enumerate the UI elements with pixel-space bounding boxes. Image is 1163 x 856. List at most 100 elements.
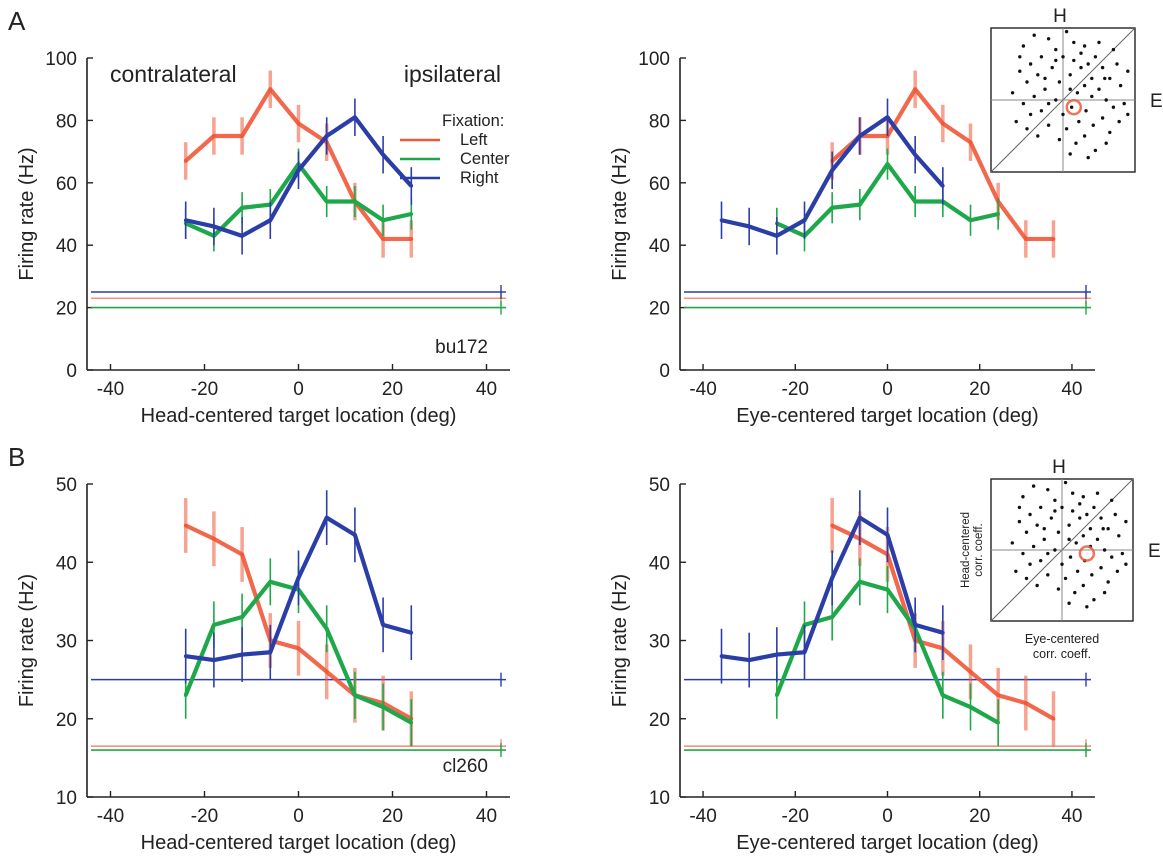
inset-point <box>1124 562 1128 566</box>
data-point-right <box>941 184 945 188</box>
data-point-right <box>240 234 244 238</box>
inset-point <box>1054 98 1058 102</box>
panel-label-b: B <box>8 442 25 472</box>
annotation-ipsilateral: ipsilateral <box>404 61 501 87</box>
data-point-right <box>802 650 807 655</box>
inset-point <box>1090 94 1094 99</box>
legend-label-center: Center <box>460 150 510 168</box>
x-tick-label-3: 40 <box>1061 806 1082 827</box>
inset-point <box>1060 562 1064 566</box>
data-point-right <box>212 658 216 662</box>
inset-point <box>1082 134 1087 138</box>
inset-point <box>1021 495 1025 499</box>
inset-point <box>1067 601 1071 605</box>
data-point-right <box>183 654 188 658</box>
data-point-right <box>941 630 945 635</box>
inset-point <box>1086 155 1090 160</box>
x-tick-label-1: 40 <box>1061 379 1082 400</box>
data-point-right <box>719 654 724 658</box>
inset-point <box>1068 152 1072 156</box>
inset-point <box>1081 495 1086 499</box>
inset-highlight <box>1078 545 1096 562</box>
y-tick-label-3: 40 <box>649 553 670 574</box>
data-point-left <box>381 237 385 241</box>
inset-xlabel-line2: corr. coeff. <box>1033 647 1091 661</box>
inset-point <box>1046 551 1050 556</box>
inset-point <box>1021 44 1026 48</box>
inset-point <box>1100 65 1105 70</box>
inset-label-e: E <box>1150 91 1163 112</box>
inset-point <box>1046 573 1050 577</box>
inset-point <box>1053 548 1057 552</box>
data-point-center <box>858 202 862 207</box>
inset-point <box>1113 512 1117 517</box>
x-tick-label-2: 40 <box>476 806 497 827</box>
inset-point <box>1069 105 1074 109</box>
inset-point <box>1014 569 1018 573</box>
data-point-center <box>268 580 273 584</box>
inset-point <box>1064 29 1069 34</box>
inset-point <box>1039 109 1044 113</box>
y-tick-label-0: 40 <box>56 236 77 257</box>
inset-point <box>1102 590 1107 595</box>
inset-point <box>1031 544 1036 549</box>
inset-point <box>1100 116 1105 120</box>
inset-point <box>1092 505 1096 510</box>
inset-point <box>1043 76 1047 81</box>
data-point-right <box>353 533 357 537</box>
inset-point <box>1068 73 1072 77</box>
legend-title: Fixation: <box>442 112 504 130</box>
inset-point <box>1074 141 1078 145</box>
inset-point <box>1104 98 1108 102</box>
data-point-right <box>719 218 724 223</box>
inset-point <box>1061 112 1065 117</box>
x-tick-label-0: 0 <box>293 379 304 400</box>
x-axis-label-3: Eye-centered target location (deg) <box>736 832 1038 854</box>
inset-point <box>1110 498 1114 502</box>
inset-point <box>1046 487 1050 492</box>
inset-ylabel-line1: Head-centered <box>960 512 972 588</box>
inset-point <box>1084 109 1088 113</box>
inset-point <box>1028 562 1032 566</box>
inset-point <box>1111 47 1116 52</box>
inset-point <box>1095 491 1100 495</box>
inset-point <box>1054 47 1058 52</box>
data-point-left <box>240 552 244 557</box>
data-point-right <box>296 168 301 173</box>
inset-point <box>1068 87 1072 91</box>
inset-point <box>1124 519 1128 524</box>
inset-point <box>1018 55 1022 59</box>
x-tick-label-3: 0 <box>882 806 893 827</box>
data-point-center <box>830 615 834 619</box>
y-tick-label-2: 10 <box>56 788 77 809</box>
x-tick-label-2: 0 <box>293 806 304 827</box>
inset-point <box>1068 555 1073 559</box>
inset-point <box>1085 512 1089 517</box>
data-point-right <box>885 115 890 120</box>
inset-point <box>1010 541 1014 545</box>
inset-point <box>1108 130 1112 135</box>
inset-point <box>1085 605 1089 609</box>
x-tick-label-1: 0 <box>882 379 893 400</box>
inset-label-e: E <box>1148 541 1161 562</box>
data-point-left <box>968 140 973 145</box>
inset-point <box>1028 62 1033 66</box>
y-tick-label-2: 40 <box>56 553 77 574</box>
inset-point <box>1031 484 1036 488</box>
inset-point <box>1046 101 1051 106</box>
inset-point <box>1017 519 1022 524</box>
inset-point <box>1017 505 1022 510</box>
inset-point <box>1117 534 1121 538</box>
inset-point <box>1097 87 1101 91</box>
inset-point <box>1115 62 1119 66</box>
x-tick-label-1: -20 <box>782 379 809 400</box>
inset-point <box>1010 91 1015 95</box>
x-tick-label-1: -40 <box>689 379 716 400</box>
y-axis-label-1: Firing rate (Hz) <box>609 147 631 280</box>
legend-label-right: Right <box>460 169 499 187</box>
data-point-right <box>858 515 862 520</box>
y-tick-label-1: 0 <box>659 361 670 382</box>
data-point-left <box>1051 237 1056 241</box>
inset-label-h: H <box>1053 6 1067 27</box>
inset-point <box>1018 69 1022 73</box>
